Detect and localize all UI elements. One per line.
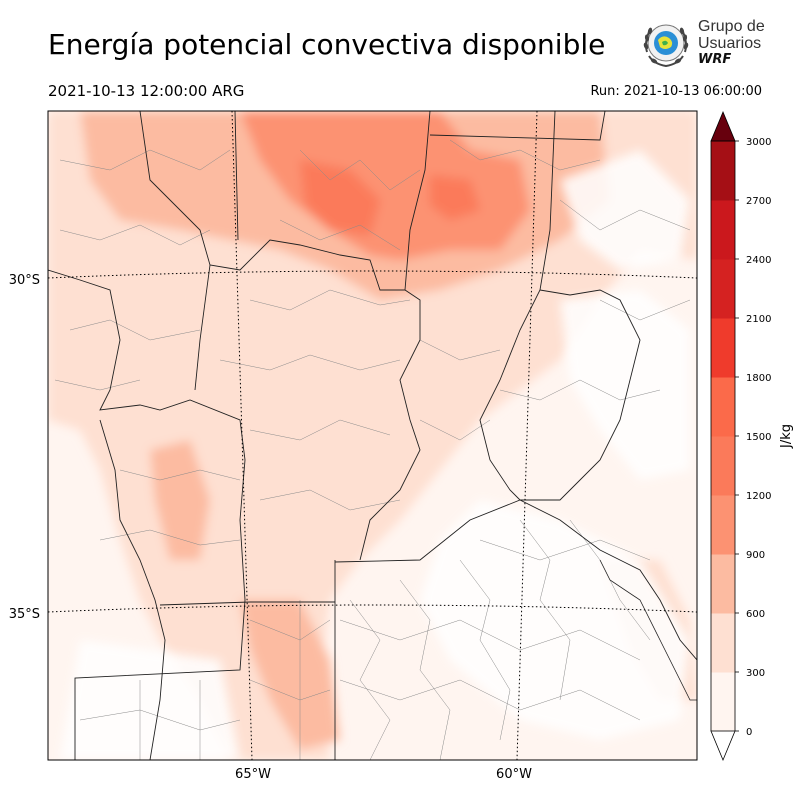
run-time: Run: 2021-10-13 06:00:00 xyxy=(590,84,762,99)
colorbar-band xyxy=(711,436,735,496)
colorbar-band xyxy=(711,554,735,614)
map-frame xyxy=(47,110,698,761)
gridline-lon-65w xyxy=(231,111,253,760)
colorbar-unit-label: J/kg xyxy=(779,424,794,449)
colorbar-extend-low xyxy=(710,730,736,762)
lat-label-35s: 35°S xyxy=(9,607,40,622)
colorbar-extend-high xyxy=(710,110,736,142)
colorbar-tick-label: 1200 xyxy=(746,491,771,502)
cape-field xyxy=(48,111,697,760)
gridline-lat-35s xyxy=(48,604,697,613)
wrf-logo: Grupo de Usuarios WRF xyxy=(638,16,788,72)
cape-band-900 xyxy=(240,111,530,260)
lon-label-65w: 65°W xyxy=(235,767,271,782)
logo-text-line2: Usuarios xyxy=(698,35,762,52)
cape-band-600-strip xyxy=(240,600,340,750)
colorbar-tick-label: 300 xyxy=(746,668,765,679)
colorbar-tick-label: 900 xyxy=(746,550,765,561)
colorbar-band xyxy=(711,259,735,319)
colorbar-band xyxy=(711,377,735,437)
cape-band-1200-b xyxy=(430,175,480,220)
province-boundaries xyxy=(48,111,697,760)
department-boundaries xyxy=(54,139,691,760)
colorbar-band xyxy=(711,613,735,673)
colorbar-band xyxy=(711,495,735,555)
colorbar-tick-label: 3000 xyxy=(746,137,771,148)
laurel-globe-icon xyxy=(643,24,689,68)
colorbar-tick-label: 600 xyxy=(746,609,765,620)
logo-text-wrf: WRF xyxy=(698,52,732,67)
valid-time: 2021-10-13 12:00:00 ARG xyxy=(48,82,245,100)
graticule xyxy=(48,111,697,760)
logo-text-line1: Grupo de xyxy=(698,18,765,35)
colorbar-band xyxy=(711,318,735,378)
cape-band-1200 xyxy=(300,160,380,235)
colorbar-band xyxy=(711,200,735,260)
chart-title: Energía potencial convectiva disponible xyxy=(48,28,606,61)
lat-label-30s: 30°S xyxy=(9,273,40,288)
colorbar-band xyxy=(711,141,735,201)
lon-label-60w: 60°W xyxy=(496,767,532,782)
colorbar-tick-label: 2700 xyxy=(746,196,771,207)
colorbar-tick-label: 2400 xyxy=(746,255,771,266)
colorbar-tick-label: 1800 xyxy=(746,373,771,384)
colorbar-band xyxy=(711,672,735,732)
colorbar-tick-label: 0 xyxy=(746,727,752,738)
cape-band-600-south xyxy=(150,440,210,560)
colorbar: 0 300 600 900 1200 1500 1800 2100 2400 2700 3000 xyxy=(710,110,771,762)
gridline-lat-30s xyxy=(48,270,697,279)
colorbar-tick-label: 2100 xyxy=(746,314,771,325)
colorbar-tick-label: 1500 xyxy=(746,432,771,443)
gridline-lon-60w xyxy=(516,111,538,760)
coastline xyxy=(599,559,697,701)
